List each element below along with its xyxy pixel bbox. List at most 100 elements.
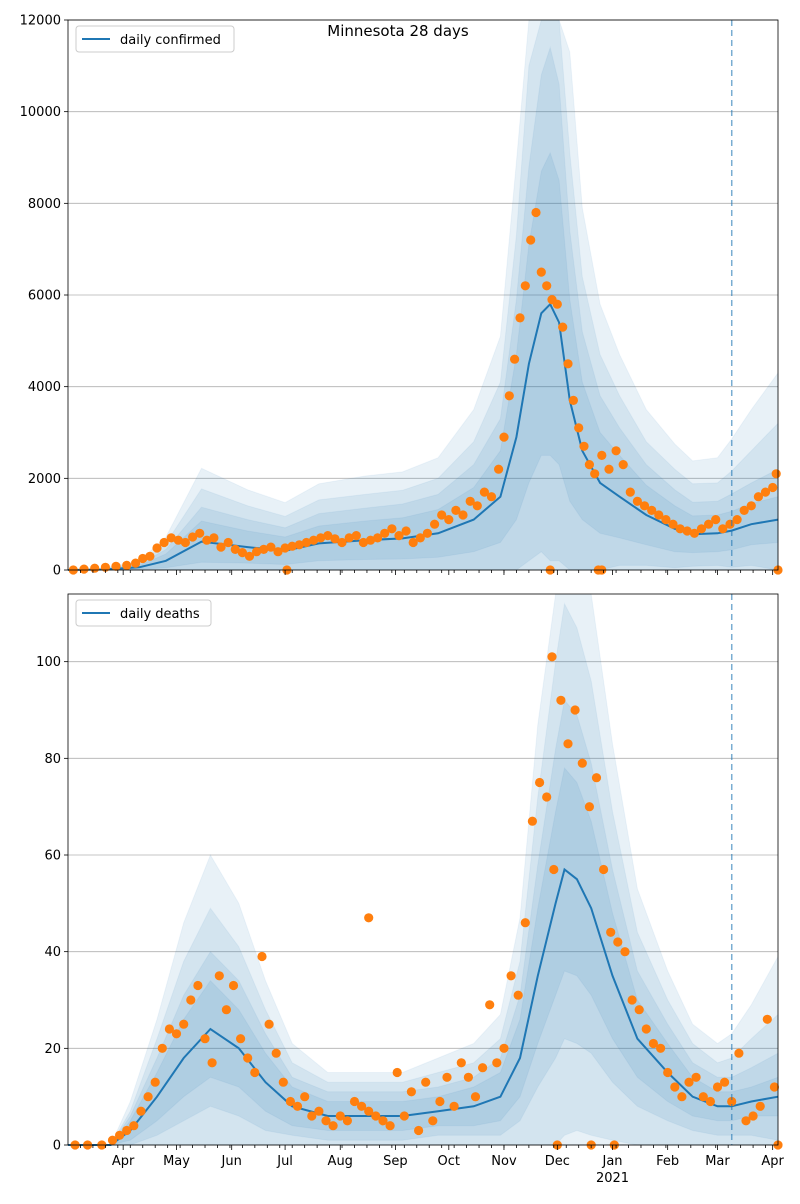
data-point (682, 526, 692, 536)
data-point (492, 1058, 502, 1068)
data-point (157, 1043, 167, 1053)
data-point (732, 515, 742, 525)
data-point (408, 537, 418, 548)
x-tick-label: Jun (221, 1154, 242, 1169)
data-point (504, 391, 514, 401)
data-point (364, 1106, 374, 1116)
data-point (718, 524, 728, 534)
data-point (243, 1053, 253, 1063)
data-point (520, 918, 530, 928)
data-point (415, 533, 425, 543)
data-point (748, 1111, 758, 1121)
data-point (760, 487, 771, 497)
data-point (558, 322, 568, 332)
data-point (166, 533, 176, 543)
data-point (771, 469, 781, 479)
data-point (531, 207, 541, 218)
data-point (223, 537, 233, 548)
data-point (406, 1087, 416, 1097)
data-point (230, 544, 240, 555)
data-point (307, 1111, 317, 1121)
data-point (188, 532, 198, 542)
x-tick-label: Apr (112, 1154, 135, 1169)
data-point (509, 354, 520, 364)
data-point (257, 951, 267, 962)
data-point (606, 927, 616, 937)
data-point (164, 1024, 174, 1034)
data-point (342, 1116, 352, 1126)
data-point (449, 1101, 459, 1111)
plot-frame (67, 593, 779, 1146)
data-point (515, 313, 525, 323)
data-point (250, 1067, 260, 1078)
data-point (138, 553, 148, 564)
data-point (458, 510, 468, 520)
data-point (611, 446, 621, 456)
data-point (364, 913, 374, 923)
y-tick-label: 100 (36, 655, 61, 670)
data-point (451, 505, 461, 515)
data-point (214, 971, 224, 981)
data-point (663, 1067, 673, 1078)
data-point (179, 1019, 189, 1029)
data-point (107, 1135, 118, 1145)
data-point (344, 533, 354, 543)
data-point (639, 501, 650, 511)
y-tick-label: 40 (44, 945, 61, 960)
data-point (711, 515, 721, 525)
data-point (704, 519, 714, 529)
legend-frame (75, 599, 212, 627)
data-point (145, 551, 155, 561)
data-point (479, 487, 489, 497)
data-point (613, 937, 623, 947)
data-point (266, 542, 276, 552)
legend-label: daily deaths (120, 607, 200, 622)
legend-frame (75, 25, 235, 53)
data-point (273, 547, 283, 557)
x-tick-label: Jan (601, 1154, 622, 1169)
data-point (143, 1092, 153, 1102)
x-tick-label: Nov (491, 1154, 517, 1169)
data-point (478, 1063, 488, 1073)
data-point (392, 1067, 402, 1078)
legend-deaths: daily deaths (75, 599, 212, 627)
data-point (428, 1116, 438, 1126)
data-point (365, 535, 376, 545)
data-point (358, 537, 368, 548)
data-point (401, 526, 411, 536)
data-point (330, 534, 340, 544)
data-point (520, 281, 530, 291)
data-point (193, 980, 203, 991)
data-point (486, 492, 497, 502)
data-point (399, 1111, 409, 1121)
data-point (159, 537, 169, 548)
x-tick-label: Oct (438, 1154, 460, 1169)
data-point (323, 531, 333, 541)
data-point (236, 1034, 246, 1044)
data-point (200, 1034, 210, 1044)
data-point (634, 1005, 644, 1015)
plot-frame (67, 19, 779, 571)
data-point (755, 1101, 765, 1111)
data-point (647, 505, 657, 515)
data-point (115, 1130, 125, 1140)
data-point (252, 547, 262, 557)
data-point (244, 551, 255, 561)
data-point (456, 1058, 466, 1068)
data-point (421, 1077, 431, 1087)
x-tick-label: Apr (761, 1154, 784, 1169)
data-point (568, 395, 579, 405)
deaths-panel: 0 20 40 60 80 100 Apr May Jun Jul Aug Sep Oct Nov Dec J… (36, 593, 785, 1186)
data-point (465, 496, 475, 506)
data-point (207, 1058, 217, 1068)
data-point (604, 464, 614, 474)
y-tick-label: 12000 (20, 14, 61, 29)
data-point (677, 1092, 687, 1102)
data-point (387, 524, 397, 534)
data-point (549, 864, 559, 875)
data-point (314, 1106, 324, 1116)
data-point (552, 299, 562, 309)
data-point (131, 558, 141, 568)
data-point (122, 1125, 132, 1136)
x-tick-label: Feb (656, 1154, 679, 1169)
